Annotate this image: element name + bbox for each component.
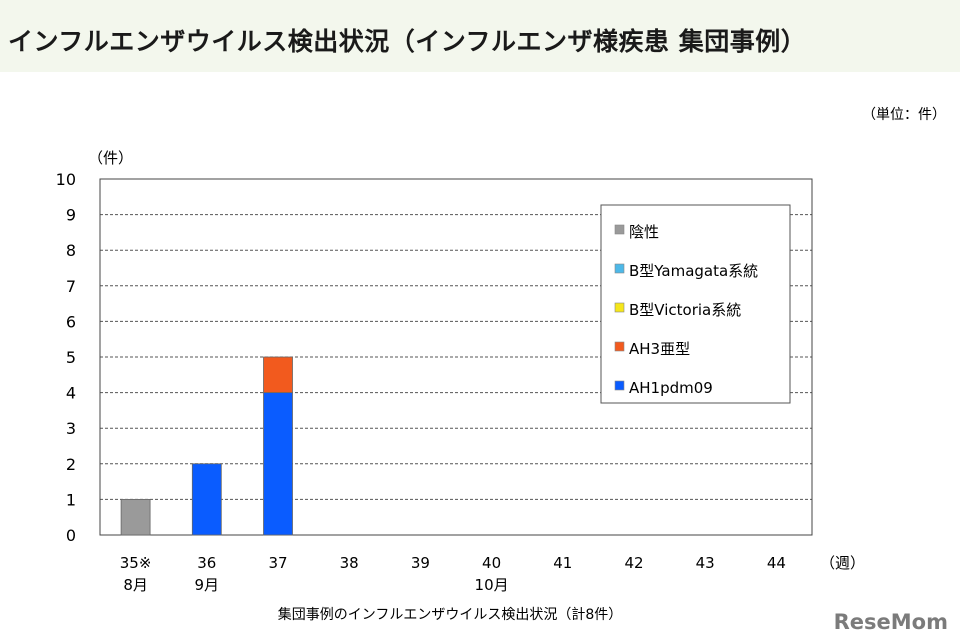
legend-label: B型Yamagata系統	[629, 262, 758, 280]
x-tick-label: 38	[340, 554, 359, 572]
legend-swatch	[614, 380, 625, 391]
legend-swatch	[614, 224, 625, 235]
chart-caption: 集団事例のインフルエンザウイルス検出状況（計8件）	[277, 607, 623, 623]
bar-segment	[120, 498, 151, 536]
legend-label: B型Victoria系統	[629, 301, 741, 319]
title-bar	[0, 0, 960, 72]
y-tick-label: 10	[56, 170, 76, 189]
y-tick-label: 4	[66, 384, 76, 403]
x-tick-label: 41	[553, 554, 572, 572]
y-tick-label: 8	[66, 241, 76, 260]
y-axis-label: （件）	[88, 149, 133, 167]
legend-label: AH1pdm09	[629, 379, 713, 397]
y-tick-label: 3	[66, 419, 76, 438]
x-axis-label: （週）	[820, 554, 865, 572]
x-tick-label: 35※	[120, 554, 152, 572]
y-tick-label: 9	[66, 206, 76, 225]
month-label: 10月	[475, 576, 509, 594]
x-tick-label: 36	[197, 554, 216, 572]
bar-segment	[263, 392, 293, 536]
legend-label: AH3亜型	[629, 340, 690, 358]
y-tick-label: 0	[66, 526, 76, 545]
y-tick-label: 1	[66, 490, 76, 509]
x-tick-label: 40	[482, 554, 501, 572]
page-title: インフルエンザウイルス検出状況（インフルエンザ様疾患 集団事例）	[8, 27, 807, 56]
month-label: 9月	[195, 576, 220, 594]
plot-frame	[99, 178, 813, 536]
legend-swatch	[614, 302, 625, 313]
legend-box	[600, 204, 791, 404]
x-tick-label: 37	[268, 554, 287, 572]
month-label: 8月	[123, 576, 148, 594]
y-tick-label: 2	[66, 455, 76, 474]
bar-segment	[263, 356, 293, 393]
unit-note: （単位：件）	[862, 107, 946, 123]
legend-swatch	[614, 263, 625, 274]
x-tick-label: 43	[696, 554, 715, 572]
x-tick-label: 39	[411, 554, 430, 572]
x-tick-label: 44	[767, 554, 786, 572]
bar-segment	[191, 463, 222, 536]
y-tick-label: 5	[66, 348, 76, 367]
x-tick-label: 42	[624, 554, 643, 572]
legend-swatch	[614, 341, 625, 352]
y-tick-label: 7	[66, 277, 76, 296]
y-tick-label: 6	[66, 312, 76, 331]
legend-label: 陰性	[629, 223, 659, 241]
resemom-logo: ReseMom	[833, 610, 948, 634]
